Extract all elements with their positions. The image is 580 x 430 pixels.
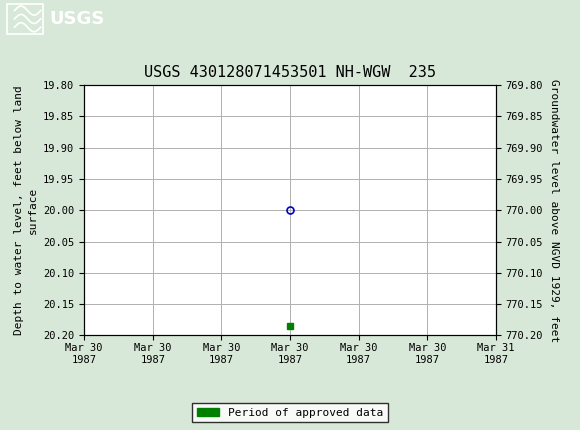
- Text: USGS: USGS: [49, 10, 104, 28]
- Legend: Period of approved data: Period of approved data: [193, 403, 387, 422]
- Title: USGS 430128071453501 NH-WGW  235: USGS 430128071453501 NH-WGW 235: [144, 65, 436, 80]
- Y-axis label: Depth to water level, feet below land
surface: Depth to water level, feet below land su…: [14, 86, 38, 335]
- Y-axis label: Groundwater level above NGVD 1929, feet: Groundwater level above NGVD 1929, feet: [549, 79, 559, 342]
